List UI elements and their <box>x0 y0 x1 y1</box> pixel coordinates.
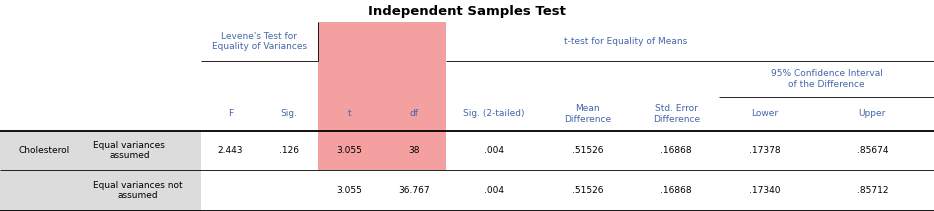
Text: Lower: Lower <box>751 110 779 118</box>
Text: F: F <box>228 110 233 118</box>
Text: df: df <box>409 110 418 118</box>
Text: .17378: .17378 <box>749 146 781 155</box>
Text: 3.055: 3.055 <box>336 146 362 155</box>
Text: .51526: .51526 <box>572 186 603 195</box>
Text: .17340: .17340 <box>749 186 781 195</box>
Text: Independent Samples Test: Independent Samples Test <box>368 5 566 18</box>
Text: Sig.: Sig. <box>280 110 297 118</box>
Text: 95% Confidence Interval
of the Difference: 95% Confidence Interval of the Differenc… <box>771 69 883 89</box>
Text: Std. Error
Difference: Std. Error Difference <box>653 104 700 124</box>
Text: 36.767: 36.767 <box>398 186 430 195</box>
Text: .004: .004 <box>484 186 504 195</box>
Text: .126: .126 <box>278 146 299 155</box>
Bar <box>0 131 201 211</box>
Text: .004: .004 <box>484 146 504 155</box>
Text: Sig. (2-tailed): Sig. (2-tailed) <box>463 110 525 118</box>
Bar <box>318 22 446 131</box>
Text: 2.443: 2.443 <box>218 146 243 155</box>
Text: .51526: .51526 <box>572 146 603 155</box>
Text: Cholesterol: Cholesterol <box>19 146 70 155</box>
Text: 38: 38 <box>408 146 419 155</box>
Bar <box>318 131 446 170</box>
Text: t: t <box>347 110 351 118</box>
Text: t-test for Equality of Means: t-test for Equality of Means <box>564 37 687 46</box>
Text: Equal variances
assumed: Equal variances assumed <box>93 141 165 160</box>
Text: 3.055: 3.055 <box>336 186 362 195</box>
Text: .16868: .16868 <box>660 186 692 195</box>
Text: Levene's Test for
Equality of Variances: Levene's Test for Equality of Variances <box>212 32 306 51</box>
Text: .85712: .85712 <box>856 186 888 195</box>
Text: .85674: .85674 <box>856 146 888 155</box>
Text: Mean
Difference: Mean Difference <box>564 104 611 124</box>
Text: Upper: Upper <box>858 110 886 118</box>
Text: Equal variances not
assumed: Equal variances not assumed <box>93 181 183 200</box>
Text: .16868: .16868 <box>660 146 692 155</box>
